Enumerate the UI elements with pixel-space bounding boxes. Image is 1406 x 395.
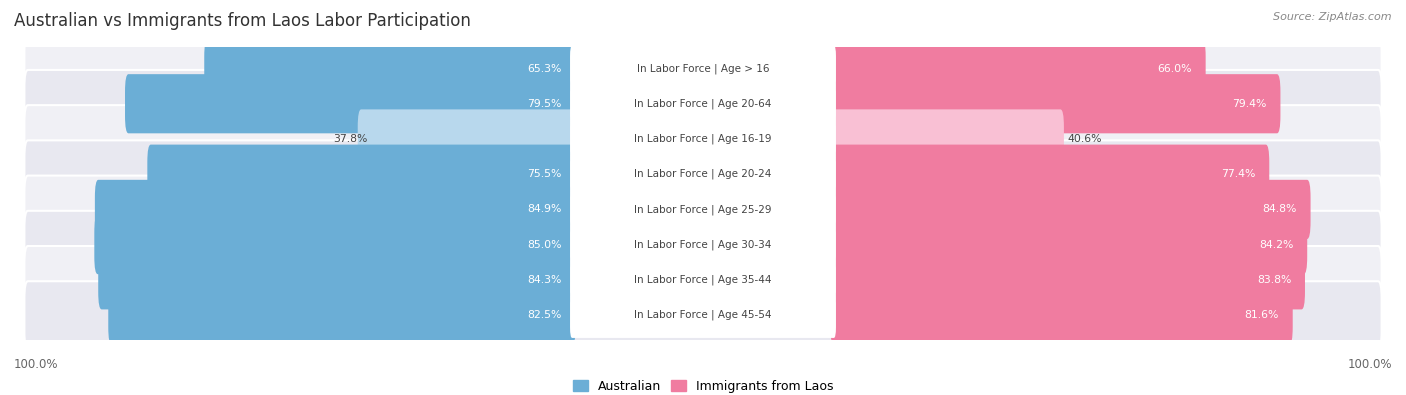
Text: 85.0%: 85.0% [527,240,562,250]
FancyBboxPatch shape [831,250,1305,309]
Text: 77.4%: 77.4% [1222,169,1256,179]
FancyBboxPatch shape [24,281,1382,349]
FancyBboxPatch shape [24,176,1382,243]
FancyBboxPatch shape [94,215,575,274]
Text: 81.6%: 81.6% [1244,310,1279,320]
Text: 66.0%: 66.0% [1157,64,1192,73]
FancyBboxPatch shape [569,151,837,197]
Text: In Labor Force | Age 25-29: In Labor Force | Age 25-29 [634,204,772,214]
FancyBboxPatch shape [24,211,1382,278]
Text: In Labor Force | Age 20-24: In Labor Force | Age 20-24 [634,169,772,179]
Text: 84.2%: 84.2% [1258,240,1294,250]
FancyBboxPatch shape [24,105,1382,173]
Text: 100.0%: 100.0% [14,358,59,371]
FancyBboxPatch shape [204,39,575,98]
Text: 83.8%: 83.8% [1257,275,1291,285]
FancyBboxPatch shape [357,109,575,169]
FancyBboxPatch shape [569,257,837,303]
FancyBboxPatch shape [569,186,837,232]
Text: 84.9%: 84.9% [527,204,562,214]
Text: 84.8%: 84.8% [1263,204,1296,214]
FancyBboxPatch shape [831,286,1292,344]
FancyBboxPatch shape [831,145,1270,204]
FancyBboxPatch shape [98,250,575,309]
FancyBboxPatch shape [831,109,1064,169]
Text: 84.3%: 84.3% [527,275,562,285]
FancyBboxPatch shape [94,180,575,239]
Text: 82.5%: 82.5% [527,310,562,320]
Text: In Labor Force | Age 30-34: In Labor Force | Age 30-34 [634,239,772,250]
FancyBboxPatch shape [569,116,837,162]
Text: In Labor Force | Age 16-19: In Labor Force | Age 16-19 [634,134,772,144]
FancyBboxPatch shape [24,70,1382,137]
FancyBboxPatch shape [24,140,1382,208]
Legend: Australian, Immigrants from Laos: Australian, Immigrants from Laos [568,375,838,395]
Text: In Labor Force | Age 20-64: In Labor Force | Age 20-64 [634,98,772,109]
Text: 79.4%: 79.4% [1232,99,1267,109]
FancyBboxPatch shape [569,222,837,267]
Text: 40.6%: 40.6% [1067,134,1102,144]
FancyBboxPatch shape [108,286,575,344]
FancyBboxPatch shape [125,74,575,134]
Text: 100.0%: 100.0% [1347,358,1392,371]
FancyBboxPatch shape [831,180,1310,239]
FancyBboxPatch shape [569,292,837,338]
Text: Source: ZipAtlas.com: Source: ZipAtlas.com [1274,12,1392,22]
FancyBboxPatch shape [24,246,1382,314]
Text: In Labor Force | Age > 16: In Labor Force | Age > 16 [637,63,769,74]
Text: Australian vs Immigrants from Laos Labor Participation: Australian vs Immigrants from Laos Labor… [14,12,471,30]
FancyBboxPatch shape [148,145,575,204]
Text: In Labor Force | Age 35-44: In Labor Force | Age 35-44 [634,275,772,285]
FancyBboxPatch shape [831,215,1308,274]
Text: 37.8%: 37.8% [333,134,368,144]
Text: 65.3%: 65.3% [527,64,562,73]
FancyBboxPatch shape [24,35,1382,102]
FancyBboxPatch shape [831,74,1281,134]
Text: 75.5%: 75.5% [527,169,562,179]
Text: 79.5%: 79.5% [527,99,562,109]
FancyBboxPatch shape [569,46,837,91]
FancyBboxPatch shape [569,81,837,127]
FancyBboxPatch shape [831,39,1206,98]
Text: In Labor Force | Age 45-54: In Labor Force | Age 45-54 [634,310,772,320]
